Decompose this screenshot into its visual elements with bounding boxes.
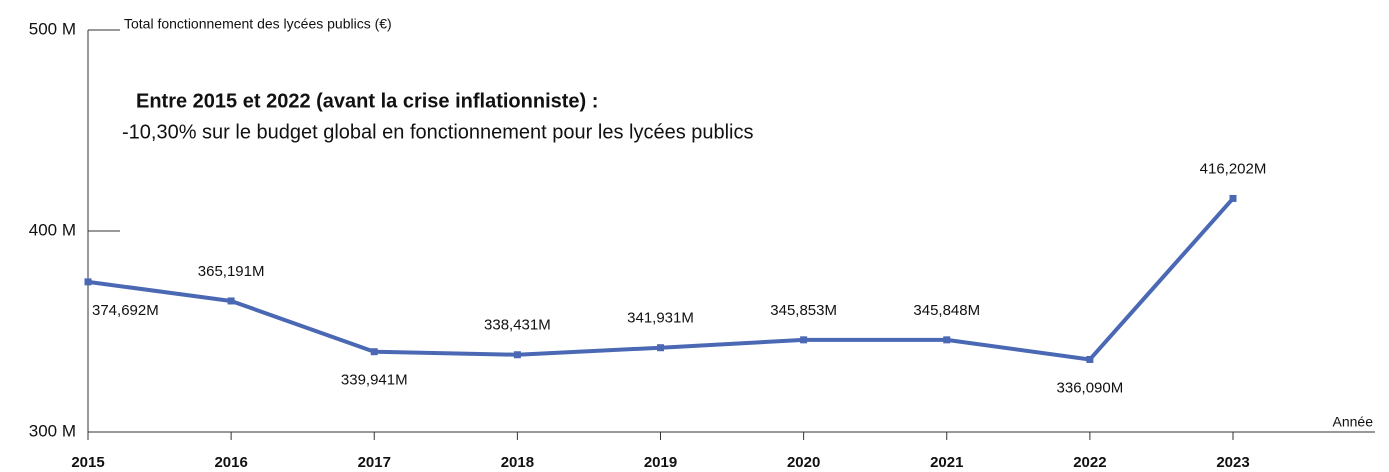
data-label: 341,931M <box>627 310 694 327</box>
x-tick-label: 2017 <box>358 454 391 471</box>
y-tick-label: 500 M <box>29 19 76 38</box>
marker <box>227 297 235 305</box>
marker <box>800 336 808 344</box>
y-tick-label: 300 M <box>29 421 76 440</box>
marker <box>370 348 378 356</box>
x-tick-label: 2022 <box>1073 454 1106 471</box>
marker <box>1086 355 1094 363</box>
x-tick-label: 2023 <box>1216 454 1249 471</box>
x-tick-label: 2020 <box>787 454 820 471</box>
data-label: 374,692M <box>92 302 159 319</box>
y-axis-label: Total fonctionnement des lycées publics … <box>124 16 392 32</box>
x-tick-label: 2019 <box>644 454 677 471</box>
x-tick-label: 2015 <box>71 454 104 471</box>
annotation-text: -10,30% sur le budget global en fonction… <box>122 121 754 143</box>
x-tick-label: 2018 <box>501 454 534 471</box>
y-tick-label: 400 M <box>29 220 76 239</box>
data-label: 345,848M <box>913 302 980 319</box>
marker <box>657 344 664 352</box>
x-axis-label: Année <box>1333 414 1374 430</box>
data-label: 338,431M <box>484 317 551 334</box>
data-label: 365,191M <box>198 263 265 280</box>
marker <box>1229 194 1237 202</box>
x-tick-label: 2016 <box>214 454 247 471</box>
marker <box>943 336 951 344</box>
annotation-title: Entre 2015 et 2022 (avant la crise infla… <box>136 90 598 112</box>
data-label: 336,090M <box>1057 379 1124 396</box>
data-label: 416,202M <box>1200 160 1267 177</box>
data-label: 345,853M <box>770 302 837 319</box>
marker <box>84 278 92 286</box>
x-tick-label: 2021 <box>930 454 963 471</box>
data-label: 339,941M <box>341 372 408 389</box>
marker <box>513 351 521 359</box>
